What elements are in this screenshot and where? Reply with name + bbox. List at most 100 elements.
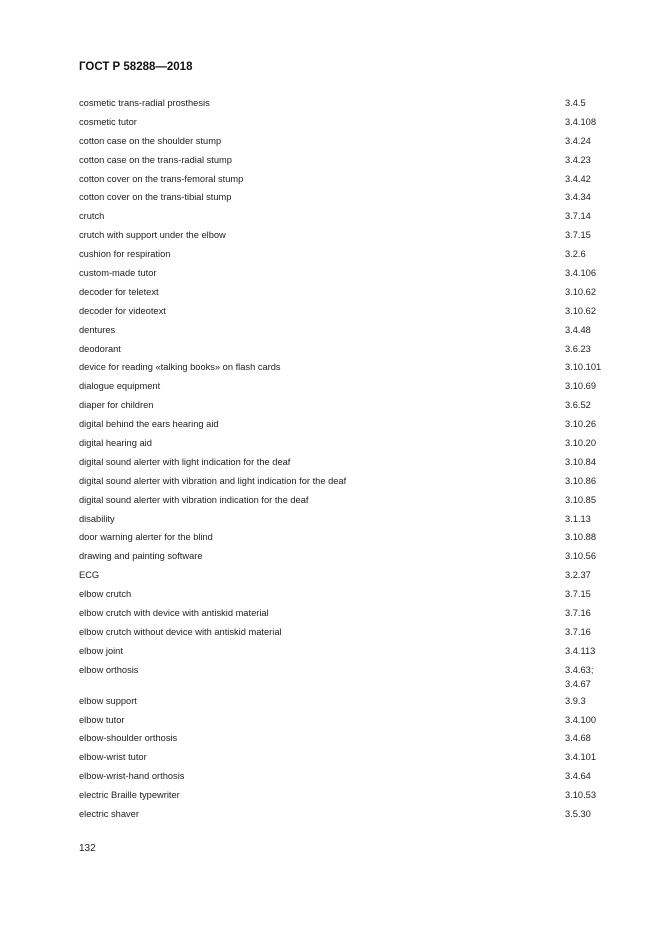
entry-term: cotton case on the shoulder stump <box>79 135 222 146</box>
reference-number: 3.4.23 <box>565 154 591 165</box>
reference-number: 3.10.53 <box>565 790 597 801</box>
index-entry: elbow crutch with device with antiskid m… <box>79 606 639 625</box>
reference-number: 3.10.85 <box>565 494 597 505</box>
reference-number: 3.2.6 <box>565 249 586 260</box>
reference-number: 3.10.62 <box>565 286 597 297</box>
reference-number: 3.10.20 <box>565 438 597 449</box>
entry-term: disability <box>79 513 115 524</box>
reference-number: 3.7.14 <box>565 211 591 222</box>
entry-term: elbow-wrist-hand orthosis <box>79 771 185 782</box>
index-entry: crutch with support under the elbow 3.7.1… <box>79 228 639 247</box>
index-entry: electric shaver 3.5.30 <box>79 807 639 826</box>
entry-reference: 3.6.52 <box>565 398 635 417</box>
entry-reference: 3.7.16 <box>565 625 635 644</box>
index-entry: digital sound alerter with vibration ind… <box>79 493 639 512</box>
entry-term: deodorant <box>79 343 121 354</box>
index-entry: cotton cover on the trans-femoral stump 3… <box>79 172 639 191</box>
page-number: 132 <box>79 843 96 854</box>
entry-term: digital sound alerter with light indicat… <box>79 456 291 467</box>
entry-term: digital behind the ears hearing aid <box>79 419 219 430</box>
entry-reference: 3.10.53 <box>565 788 635 807</box>
index-entry: digital sound alerter with light indicat… <box>79 455 639 474</box>
reference-number: 3.4.42 <box>565 173 591 184</box>
index-entry: diaper for children 3.6.52 <box>79 398 639 417</box>
entry-term: diaper for children <box>79 400 154 411</box>
entry-reference: 3.2.6 <box>565 247 635 266</box>
entry-term: elbow orthosis <box>79 664 139 675</box>
index-entry: digital sound alerter with vibration and… <box>79 474 639 493</box>
reference-number: 3.4.24 <box>565 135 591 146</box>
entry-term: crutch with support under the elbow <box>79 230 226 241</box>
index-entry: decoder for videotext 3.10.62 <box>79 304 639 323</box>
reference-number: 3.4.64 <box>565 771 591 782</box>
index-entry: elbow orthosis 3.4.63; 3.4.67 <box>79 663 639 694</box>
entry-reference: 3.10.26 <box>565 417 635 436</box>
entry-reference: 3.7.16 <box>565 606 635 625</box>
entry-reference: 3.4.48 <box>565 323 635 342</box>
entry-term: dentures <box>79 324 116 335</box>
reference-number: 3.4.67 <box>565 678 591 689</box>
reference-number: 3.4.68 <box>565 733 591 744</box>
index-entry: elbow support 3.9.3 <box>79 694 639 713</box>
reference-number: 3.10.86 <box>565 475 597 486</box>
index-entry: crutch 3.7.14 <box>79 209 639 228</box>
entry-reference: 3.1.13 <box>565 512 635 531</box>
entry-reference: 3.5.30 <box>565 807 635 826</box>
reference-number: 3.10.56 <box>565 551 597 562</box>
entry-reference: 3.4.42 <box>565 172 635 191</box>
index-entry: elbow joint 3.4.113 <box>79 644 639 663</box>
entry-term: elbow support <box>79 695 137 706</box>
index-entry: dentures 3.4.48 <box>79 323 639 342</box>
entry-reference: 3.7.15 <box>565 587 635 606</box>
reference-number: 3.10.101 <box>565 362 602 373</box>
entry-reference: 3.10.85 <box>565 493 635 512</box>
entry-term: elbow tutor <box>79 714 125 725</box>
entry-term: ECG <box>79 570 100 581</box>
entry-term: electric shaver <box>79 808 139 819</box>
entry-reference: 3.4.68 <box>565 731 635 750</box>
index-entry: elbow-wrist-hand orthosis 3.4.64 <box>79 769 639 788</box>
reference-number: 3.4.34 <box>565 192 591 203</box>
reference-number: 3.10.84 <box>565 456 597 467</box>
entry-term: decoder for teletext <box>79 286 159 297</box>
entry-reference: 3.4.5 <box>565 96 635 115</box>
entry-term: elbow crutch without device with antiski… <box>79 626 282 637</box>
entry-reference: 3.10.62 <box>565 304 635 323</box>
index-entry: disability 3.1.13 <box>79 512 639 531</box>
entry-reference: 3.9.3 <box>565 694 635 713</box>
entry-reference: 3.4.106 <box>565 266 635 285</box>
entry-reference: 3.10.62 <box>565 285 635 304</box>
entry-term: digital sound alerter with vibration ind… <box>79 494 309 505</box>
index-entry: decoder for teletext 3.10.62 <box>79 285 639 304</box>
reference-number: 3.4.63; <box>565 664 594 675</box>
entry-term: cotton case on the trans-radial stump <box>79 154 232 165</box>
reference-number: 3.4.48 <box>565 324 591 335</box>
index-entry: elbow crutch without device with antiski… <box>79 625 639 644</box>
index-entry: elbow-shoulder orthosis 3.4.68 <box>79 731 639 750</box>
index-entry: elbow tutor 3.4.100 <box>79 713 639 732</box>
document-header: ГОСТ Р 58288—2018 <box>79 61 193 73</box>
entry-term: elbow crutch <box>79 589 132 600</box>
entry-reference: 3.10.88 <box>565 530 635 549</box>
entry-term: crutch <box>79 211 105 222</box>
entry-reference: 3.4.34 <box>565 190 635 209</box>
index-entry: elbow crutch 3.7.15 <box>79 587 639 606</box>
entry-reference: 3.10.86 <box>565 474 635 493</box>
entry-reference: 3.10.20 <box>565 436 635 455</box>
entry-reference: 3.10.101 <box>565 360 635 379</box>
entry-term: digital sound alerter with vibration and… <box>79 475 347 486</box>
entry-reference: 3.10.56 <box>565 549 635 568</box>
index-entry: deodorant 3.6.23 <box>79 342 639 361</box>
index-entry: electric Braille typewriter 3.10.53 <box>79 788 639 807</box>
entry-term: electric Braille typewriter <box>79 790 180 801</box>
reference-number: 3.4.106 <box>565 268 597 279</box>
entry-reference: 3.4.101 <box>565 750 635 769</box>
index-entry: cotton case on the shoulder stump 3.4.24 <box>79 134 639 153</box>
entry-term: elbow crutch with device with antiskid m… <box>79 608 269 619</box>
entry-term: custom-made tutor <box>79 268 157 279</box>
index-entry: dialogue equipment 3.10.69 <box>79 379 639 398</box>
entry-term: cosmetic trans-radial prosthesis <box>79 98 210 108</box>
reference-number: 3.10.26 <box>565 419 597 430</box>
reference-number: 3.7.15 <box>565 589 591 600</box>
entry-reference: 3.6.23 <box>565 342 635 361</box>
